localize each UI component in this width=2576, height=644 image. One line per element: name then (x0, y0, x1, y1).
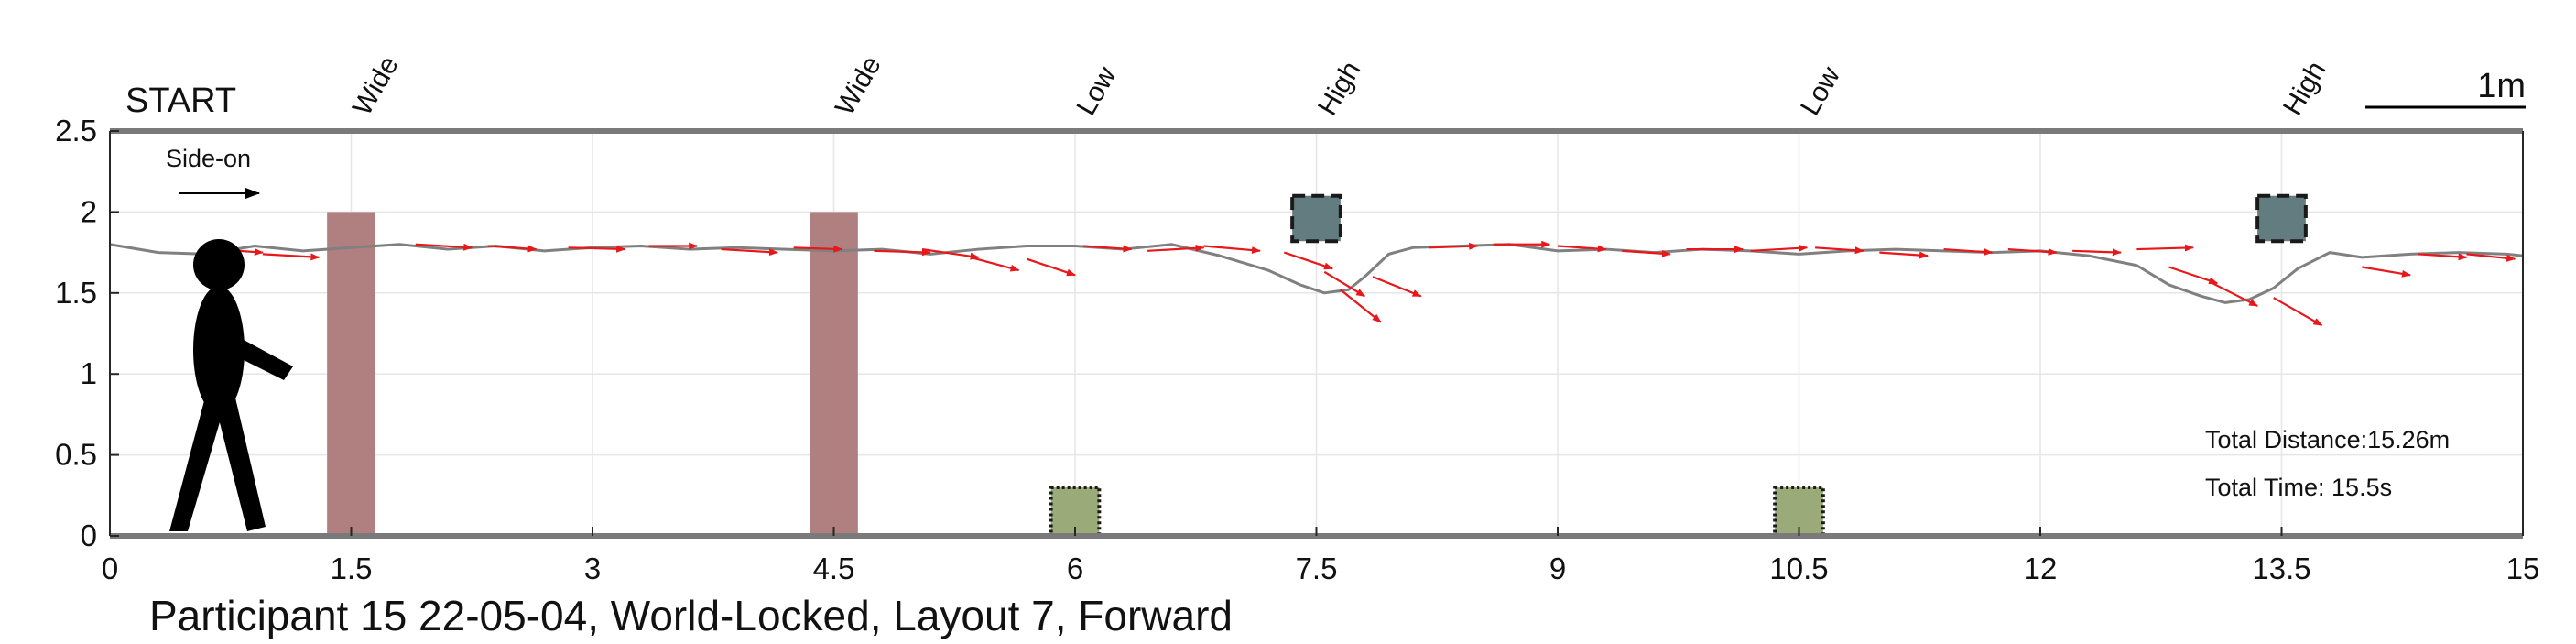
person-icon (169, 239, 293, 531)
direction-arrow (1026, 257, 1076, 277)
x-tick-label: 15 (2506, 551, 2540, 585)
direction-arrow (1203, 245, 1262, 255)
trajectory-line (109, 243, 2524, 304)
y-tick-label: 2 (81, 194, 97, 228)
direction-arrow (1323, 270, 1366, 298)
obstacle-high (1290, 193, 1342, 244)
x-tick-label: 7.5 (1296, 551, 1338, 585)
obstacle-high (2255, 193, 2308, 244)
trajectory (109, 243, 2524, 304)
direction-arrow (1429, 242, 1479, 250)
direction-arrow (2466, 253, 2516, 262)
direction-arrow (2273, 297, 2323, 327)
obstacle-label: Wide (347, 51, 405, 121)
direction-arrow (874, 248, 931, 257)
direction-arrow (415, 243, 473, 251)
x-tick-label: 6 (1067, 551, 1083, 585)
obstacle-label: Low (1795, 61, 1846, 120)
direction-arrow (1340, 289, 1382, 323)
direction-arrow (1750, 244, 1809, 252)
direction-arrow (2362, 266, 2412, 278)
direction-arrow (487, 245, 538, 253)
scale-bar-label: 1m (2477, 67, 2526, 105)
x-tick-label: 0 (102, 551, 118, 585)
direction-arrow (2208, 280, 2259, 307)
x-tick-label: 12 (2024, 551, 2058, 585)
x-tick-label: 10.5 (1769, 551, 1828, 585)
x-tick-label: 1.5 (331, 551, 373, 585)
obstacle-label: Low (1071, 61, 1122, 120)
direction-arrows (214, 240, 2516, 327)
y-tick-label: 0 (81, 518, 97, 552)
direction-arrow (1372, 276, 1422, 298)
direction-arrow (568, 245, 626, 253)
axes (109, 128, 2524, 539)
obstacle-low (1049, 485, 1102, 539)
direction-arrow (1147, 244, 1205, 252)
x-tick-label: 13.5 (2252, 551, 2310, 585)
direction-arrow (1622, 249, 1671, 257)
obstacle-wide (810, 212, 858, 536)
obstacle-labels: Wide Wide Low High Low High (347, 51, 2331, 121)
direction-arrow (793, 245, 843, 253)
y-tick-label: 1 (81, 356, 97, 390)
chart-caption: Participant 15 22-05-04, World-Locked, L… (149, 592, 1233, 639)
total-distance: Total Distance:15.26m (2205, 426, 2450, 453)
y-tick-label: 0.5 (55, 438, 97, 472)
direction-arrow (1814, 246, 1864, 255)
obstacle-label: High (1312, 57, 1366, 121)
total-time: Total Time: 15.5s (2205, 474, 2392, 501)
direction-arrow (1557, 245, 1607, 253)
direction-arrow (1284, 251, 1334, 270)
direction-arrow (2168, 266, 2219, 285)
start-label: START (125, 82, 236, 120)
direction-arrow (2418, 253, 2468, 261)
obstacle-wide (327, 212, 375, 536)
direction-arrow (721, 247, 779, 257)
direction-arrow (2007, 247, 2058, 256)
obstacle-label: Wide (830, 51, 887, 121)
y-tick-label: 2.5 (55, 114, 97, 147)
direction-arrow (970, 256, 1020, 272)
direction-arrow (921, 247, 980, 260)
tick-labels: 0 1.5 3 4.5 6 7.5 9 10.5 12 13.5 15 0 0.5 1 1.5 2 2.5 (55, 114, 2539, 585)
direction-arrow (1943, 247, 1994, 256)
direction-arrow (1082, 245, 1133, 253)
obstacle-label: High (2277, 57, 2331, 121)
x-tick-label: 3 (584, 551, 601, 585)
y-tick-label: 1.5 (55, 276, 97, 310)
direction-arrow (2136, 244, 2194, 252)
direction-arrow (262, 253, 321, 261)
direction-arrow (2072, 248, 2122, 257)
x-tick-label: 9 (1549, 551, 1566, 585)
x-tick-label: 4.5 (813, 551, 855, 585)
direction-arrow (1879, 251, 1929, 259)
side-on-label: Side-on (166, 145, 251, 172)
